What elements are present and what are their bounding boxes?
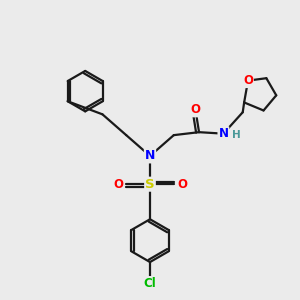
Text: H: H (232, 130, 240, 140)
Text: O: O (177, 178, 187, 191)
Text: O: O (190, 103, 200, 116)
Text: S: S (145, 178, 155, 191)
Text: N: N (218, 127, 228, 140)
Text: N: N (145, 149, 155, 162)
Text: Cl: Cl (144, 277, 156, 290)
Text: O: O (113, 178, 123, 191)
Text: O: O (243, 74, 253, 87)
